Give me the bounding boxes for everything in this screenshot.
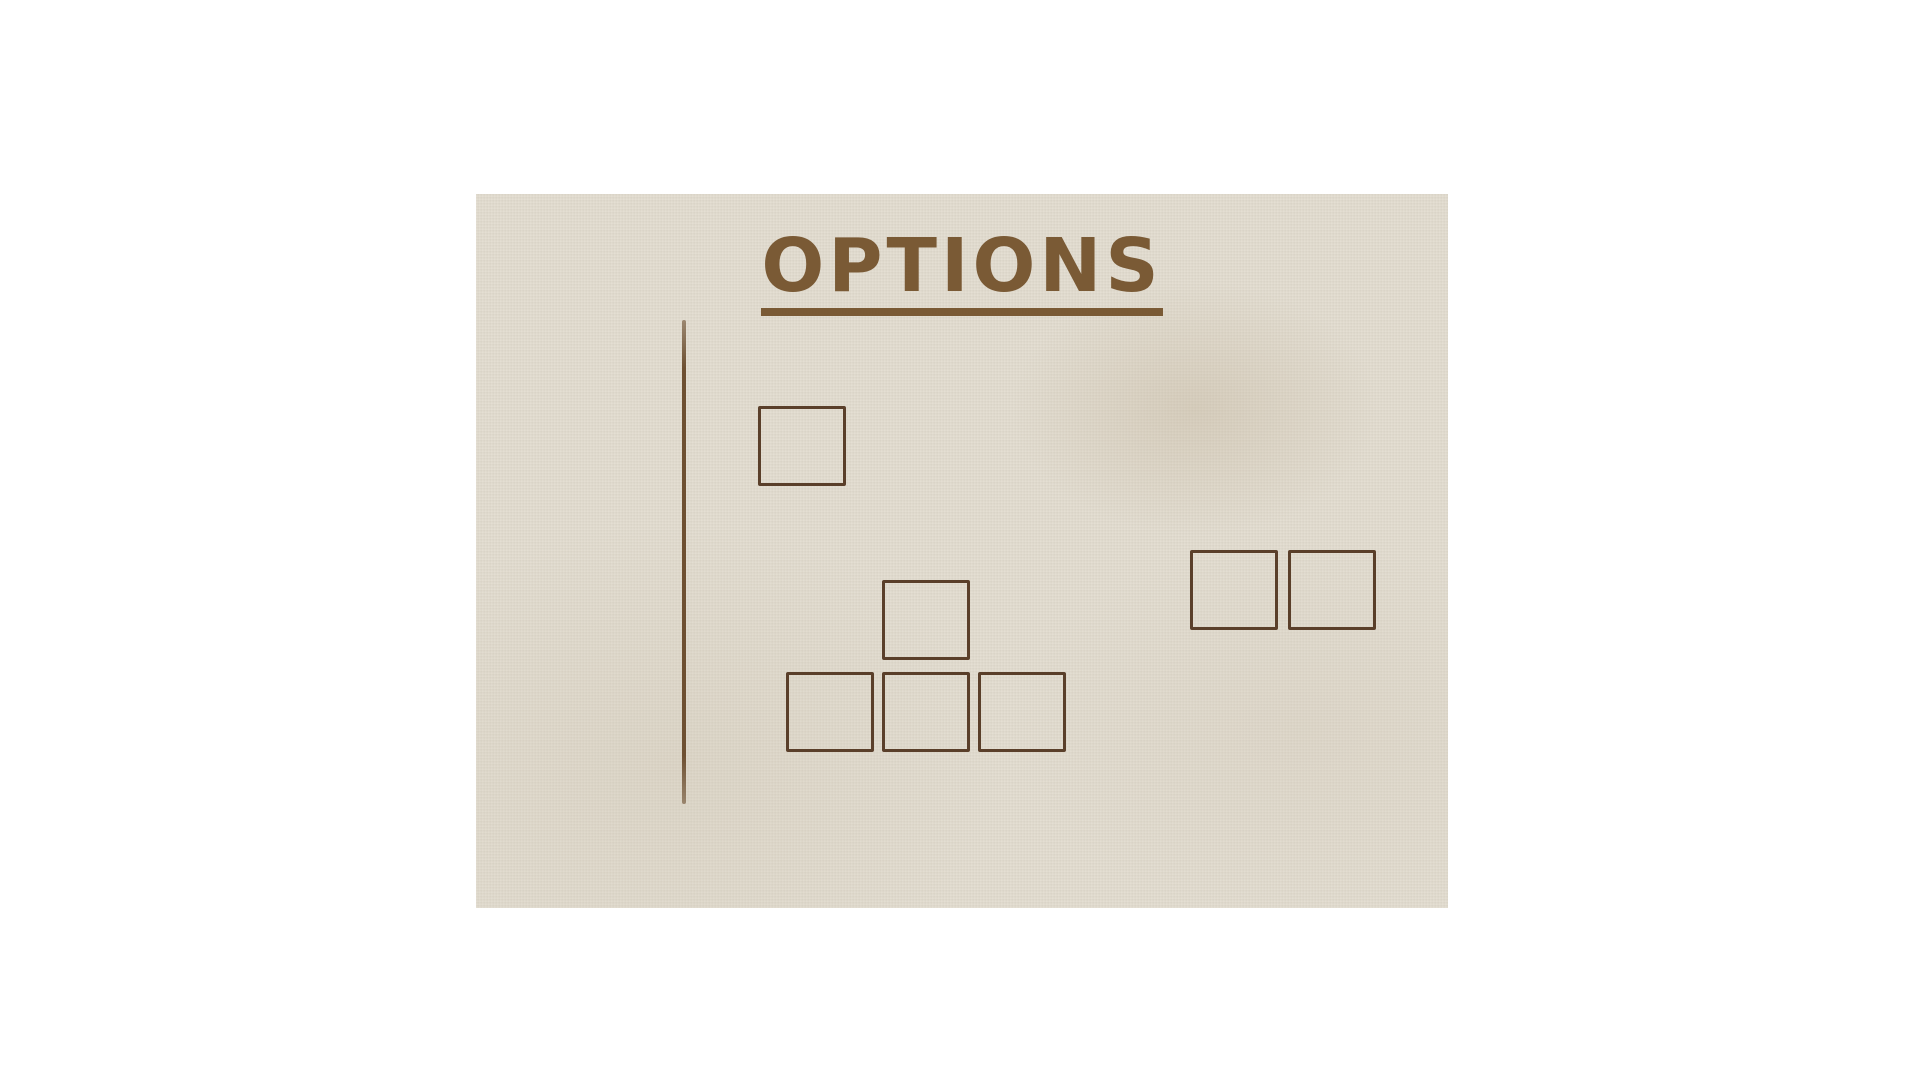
option-slot-6[interactable] [1190, 550, 1278, 630]
option-slot-5[interactable] [978, 672, 1066, 752]
option-slot-7[interactable] [1288, 550, 1376, 630]
option-slot-1[interactable] [758, 406, 846, 486]
option-slot-4[interactable] [882, 672, 970, 752]
vertical-divider [682, 320, 686, 804]
option-slot-3[interactable] [786, 672, 874, 752]
options-panel: OPTIONS [476, 194, 1448, 908]
options-title-text: OPTIONS [761, 224, 1163, 316]
options-title: OPTIONS [476, 224, 1448, 316]
option-slot-2[interactable] [882, 580, 970, 660]
